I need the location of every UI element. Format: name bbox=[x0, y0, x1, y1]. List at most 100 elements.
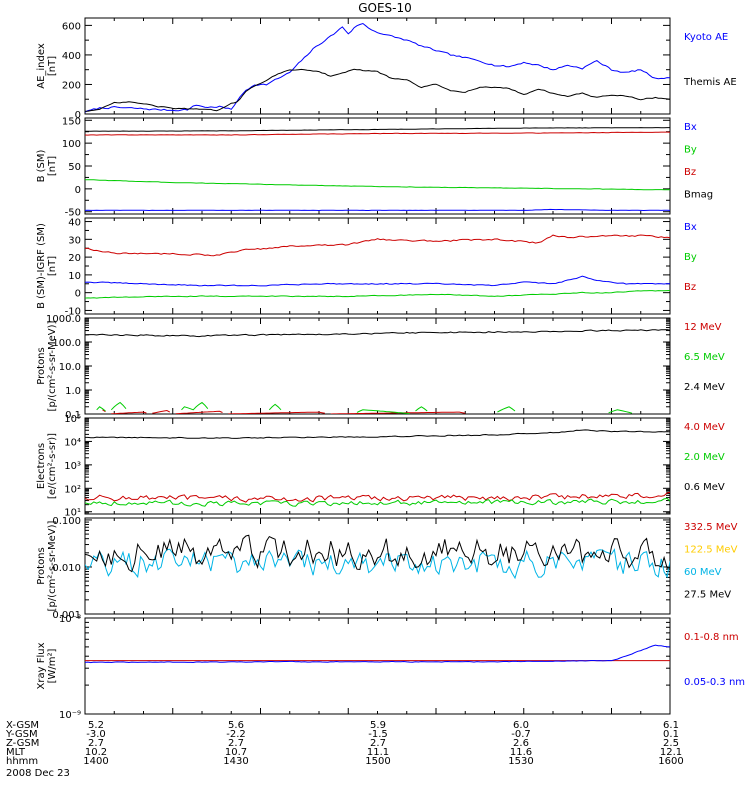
series-line bbox=[111, 411, 147, 414]
y-tick-label: 1.0 bbox=[65, 386, 81, 397]
y-tick-label: 0 bbox=[75, 289, 81, 300]
panel-bsm: -50 0 50 100 150 B (SM)[nT] Bx By Bz Bmag bbox=[36, 116, 713, 218]
legend-label: 122.5 MeV bbox=[684, 545, 738, 556]
y-tick-label: 0.1 bbox=[65, 410, 81, 421]
legend-label: Bx bbox=[684, 122, 697, 133]
ephemeris-value: 10.7 bbox=[225, 747, 247, 758]
ephemeris-value: 2.7 bbox=[370, 738, 386, 749]
panel-ae: 0 200 400 600 AE_index[nT] Kyoto AE Themis AE bbox=[36, 17, 737, 121]
panel-electrons: 10¹ 10² 10³ 10⁴ 10⁵ Electrons[e/(cm²-s-sr)] 4.… bbox=[36, 414, 725, 519]
ephemeris-value: 2.5 bbox=[663, 738, 679, 749]
ephemeris-value: 2.7 bbox=[88, 738, 104, 749]
y-tick-label: -50 bbox=[65, 208, 81, 219]
legend-label: 0.1-0.8 nm bbox=[684, 632, 739, 643]
y-tick-label: 0.010 bbox=[52, 563, 81, 574]
series-line bbox=[152, 409, 171, 414]
ephemeris-value: -2.2 bbox=[226, 729, 246, 740]
series-line bbox=[415, 406, 428, 412]
legend-label: Bz bbox=[684, 167, 696, 178]
ephemeris-value: 1600 bbox=[658, 756, 683, 767]
ephemeris-value: 12.1 bbox=[660, 747, 682, 758]
panel-frame bbox=[84, 517, 671, 615]
series-line bbox=[85, 68, 670, 112]
ephemeris-value: 6.1 bbox=[663, 720, 679, 731]
ephemeris-row-label: X-GSM bbox=[6, 720, 39, 731]
y-axis-label-line: Xray Flux bbox=[36, 642, 47, 689]
y-tick-label: 400 bbox=[62, 51, 81, 62]
y-tick-label: 10¹ bbox=[64, 508, 81, 519]
series-line bbox=[181, 401, 209, 411]
y-tick-label: 50 bbox=[68, 162, 81, 173]
ephemeris-table: X-GSM 5.2 5.6 5.9 6.0 6.1 Y-GSM -3.0 -2.2 -1.5 -0.… bbox=[5, 720, 684, 767]
ephemeris-value: 11.1 bbox=[367, 747, 389, 758]
y-axis-label-line: Electrons bbox=[36, 443, 47, 489]
ephemeris-value: 5.9 bbox=[370, 720, 386, 731]
panel-frame bbox=[84, 217, 671, 315]
y-axis-label: Electrons[e/(cm²-s-sr)] bbox=[36, 433, 58, 499]
panel-hiprotons: 0.0010.0100.100Protons[p/(cm²-s-sr-MeV)]… bbox=[36, 516, 738, 621]
series-line bbox=[228, 411, 325, 414]
series-line bbox=[85, 208, 670, 212]
series-line bbox=[85, 429, 670, 439]
y-tick-label: 600 bbox=[62, 21, 81, 32]
panel-xray: 10⁻⁹ 10⁻⁸ Xray Flux[W/m²] 0.1-0.8 nm 0.05-0.… bbox=[36, 614, 745, 721]
y-axis-label: B (SM)-IGRF (SM)[nT] bbox=[36, 223, 58, 309]
y-tick-label: 10⁵ bbox=[64, 414, 81, 425]
y-tick-label: 30 bbox=[68, 235, 81, 246]
ephemeris-value: 1430 bbox=[223, 756, 248, 767]
y-axis-label-line: AE_index bbox=[36, 43, 47, 89]
series-line bbox=[85, 234, 670, 257]
ephemeris-row-label: Z-GSM bbox=[6, 738, 39, 749]
series-line bbox=[85, 127, 670, 132]
ephemeris-value: 5.6 bbox=[228, 720, 244, 731]
y-axis-label-line: [p/(cm²-s-sr-MeV)] bbox=[47, 520, 58, 611]
y-tick-label: 100.0 bbox=[52, 338, 81, 349]
series-line bbox=[85, 329, 670, 338]
y-axis-label-line: [e/(cm²-s-sr)] bbox=[47, 433, 58, 499]
legend-label: 332.5 MeV bbox=[684, 522, 738, 533]
y-axis-label: B (SM)[nT] bbox=[36, 149, 58, 182]
legend-label: Bx bbox=[684, 222, 697, 233]
legend-label: Bz bbox=[684, 282, 696, 293]
series-line bbox=[356, 409, 410, 414]
y-tick-label: 10³ bbox=[64, 461, 81, 472]
legend-label: Themis AE bbox=[683, 77, 737, 88]
legend-label: 2.0 MeV bbox=[684, 452, 725, 463]
y-axis-label: Xray Flux[W/m²] bbox=[36, 642, 58, 689]
y-tick-label: 200 bbox=[62, 80, 81, 91]
ephemeris-value: 0.1 bbox=[663, 729, 679, 740]
ephemeris-value: -3.0 bbox=[86, 729, 106, 740]
y-axis-label-line: [nT] bbox=[47, 256, 58, 276]
ephemeris-value: 10.2 bbox=[85, 747, 107, 758]
series-line bbox=[175, 410, 223, 414]
series-line bbox=[268, 403, 282, 411]
ephemeris-row-label: hhmm bbox=[6, 756, 38, 767]
ephemeris-value: -0.7 bbox=[511, 729, 531, 740]
ephemeris-value: 6.0 bbox=[513, 720, 529, 731]
ephemeris-value: 1530 bbox=[508, 756, 533, 767]
y-tick-label: 10² bbox=[64, 484, 81, 495]
legend-label: 12 MeV bbox=[684, 322, 722, 333]
y-tick-label: 1000.0 bbox=[46, 314, 81, 325]
y-axis-label: Protons[p/(cm²-s-sr-MeV)] bbox=[36, 320, 58, 411]
legend-label: 0.05-0.3 nm bbox=[684, 677, 745, 688]
y-tick-label: 100 bbox=[62, 139, 81, 150]
panel-protons: 0.11.010.0100.01000.0Protons[p/(cm²-s-sr… bbox=[36, 314, 725, 421]
y-tick-label: 10 bbox=[68, 271, 81, 282]
series-line bbox=[497, 406, 516, 413]
legend-label: 6.5 MeV bbox=[684, 352, 725, 363]
series-line bbox=[85, 131, 670, 136]
legend-label: 27.5 MeV bbox=[684, 590, 731, 601]
y-tick-label: -10 bbox=[65, 306, 81, 317]
panel-frame bbox=[84, 617, 671, 715]
y-tick-label: 0.001 bbox=[52, 610, 81, 621]
y-tick-label: 150 bbox=[62, 116, 81, 127]
legend-label: Kyoto AE bbox=[684, 32, 728, 43]
ephemeris-value: 2.7 bbox=[228, 738, 244, 749]
legend-label: Bmag bbox=[684, 190, 713, 201]
panel-bigrf: -10 0 10 20 30 40 B (SM)-IGRF (SM)[nT] Bx By Bz bbox=[36, 217, 697, 317]
y-axis-label: Protons[p/(cm²-s-sr-MeV)] bbox=[36, 520, 58, 611]
y-axis-label-line: [nT] bbox=[47, 156, 58, 176]
figure-title: GOES-10 bbox=[358, 1, 412, 15]
